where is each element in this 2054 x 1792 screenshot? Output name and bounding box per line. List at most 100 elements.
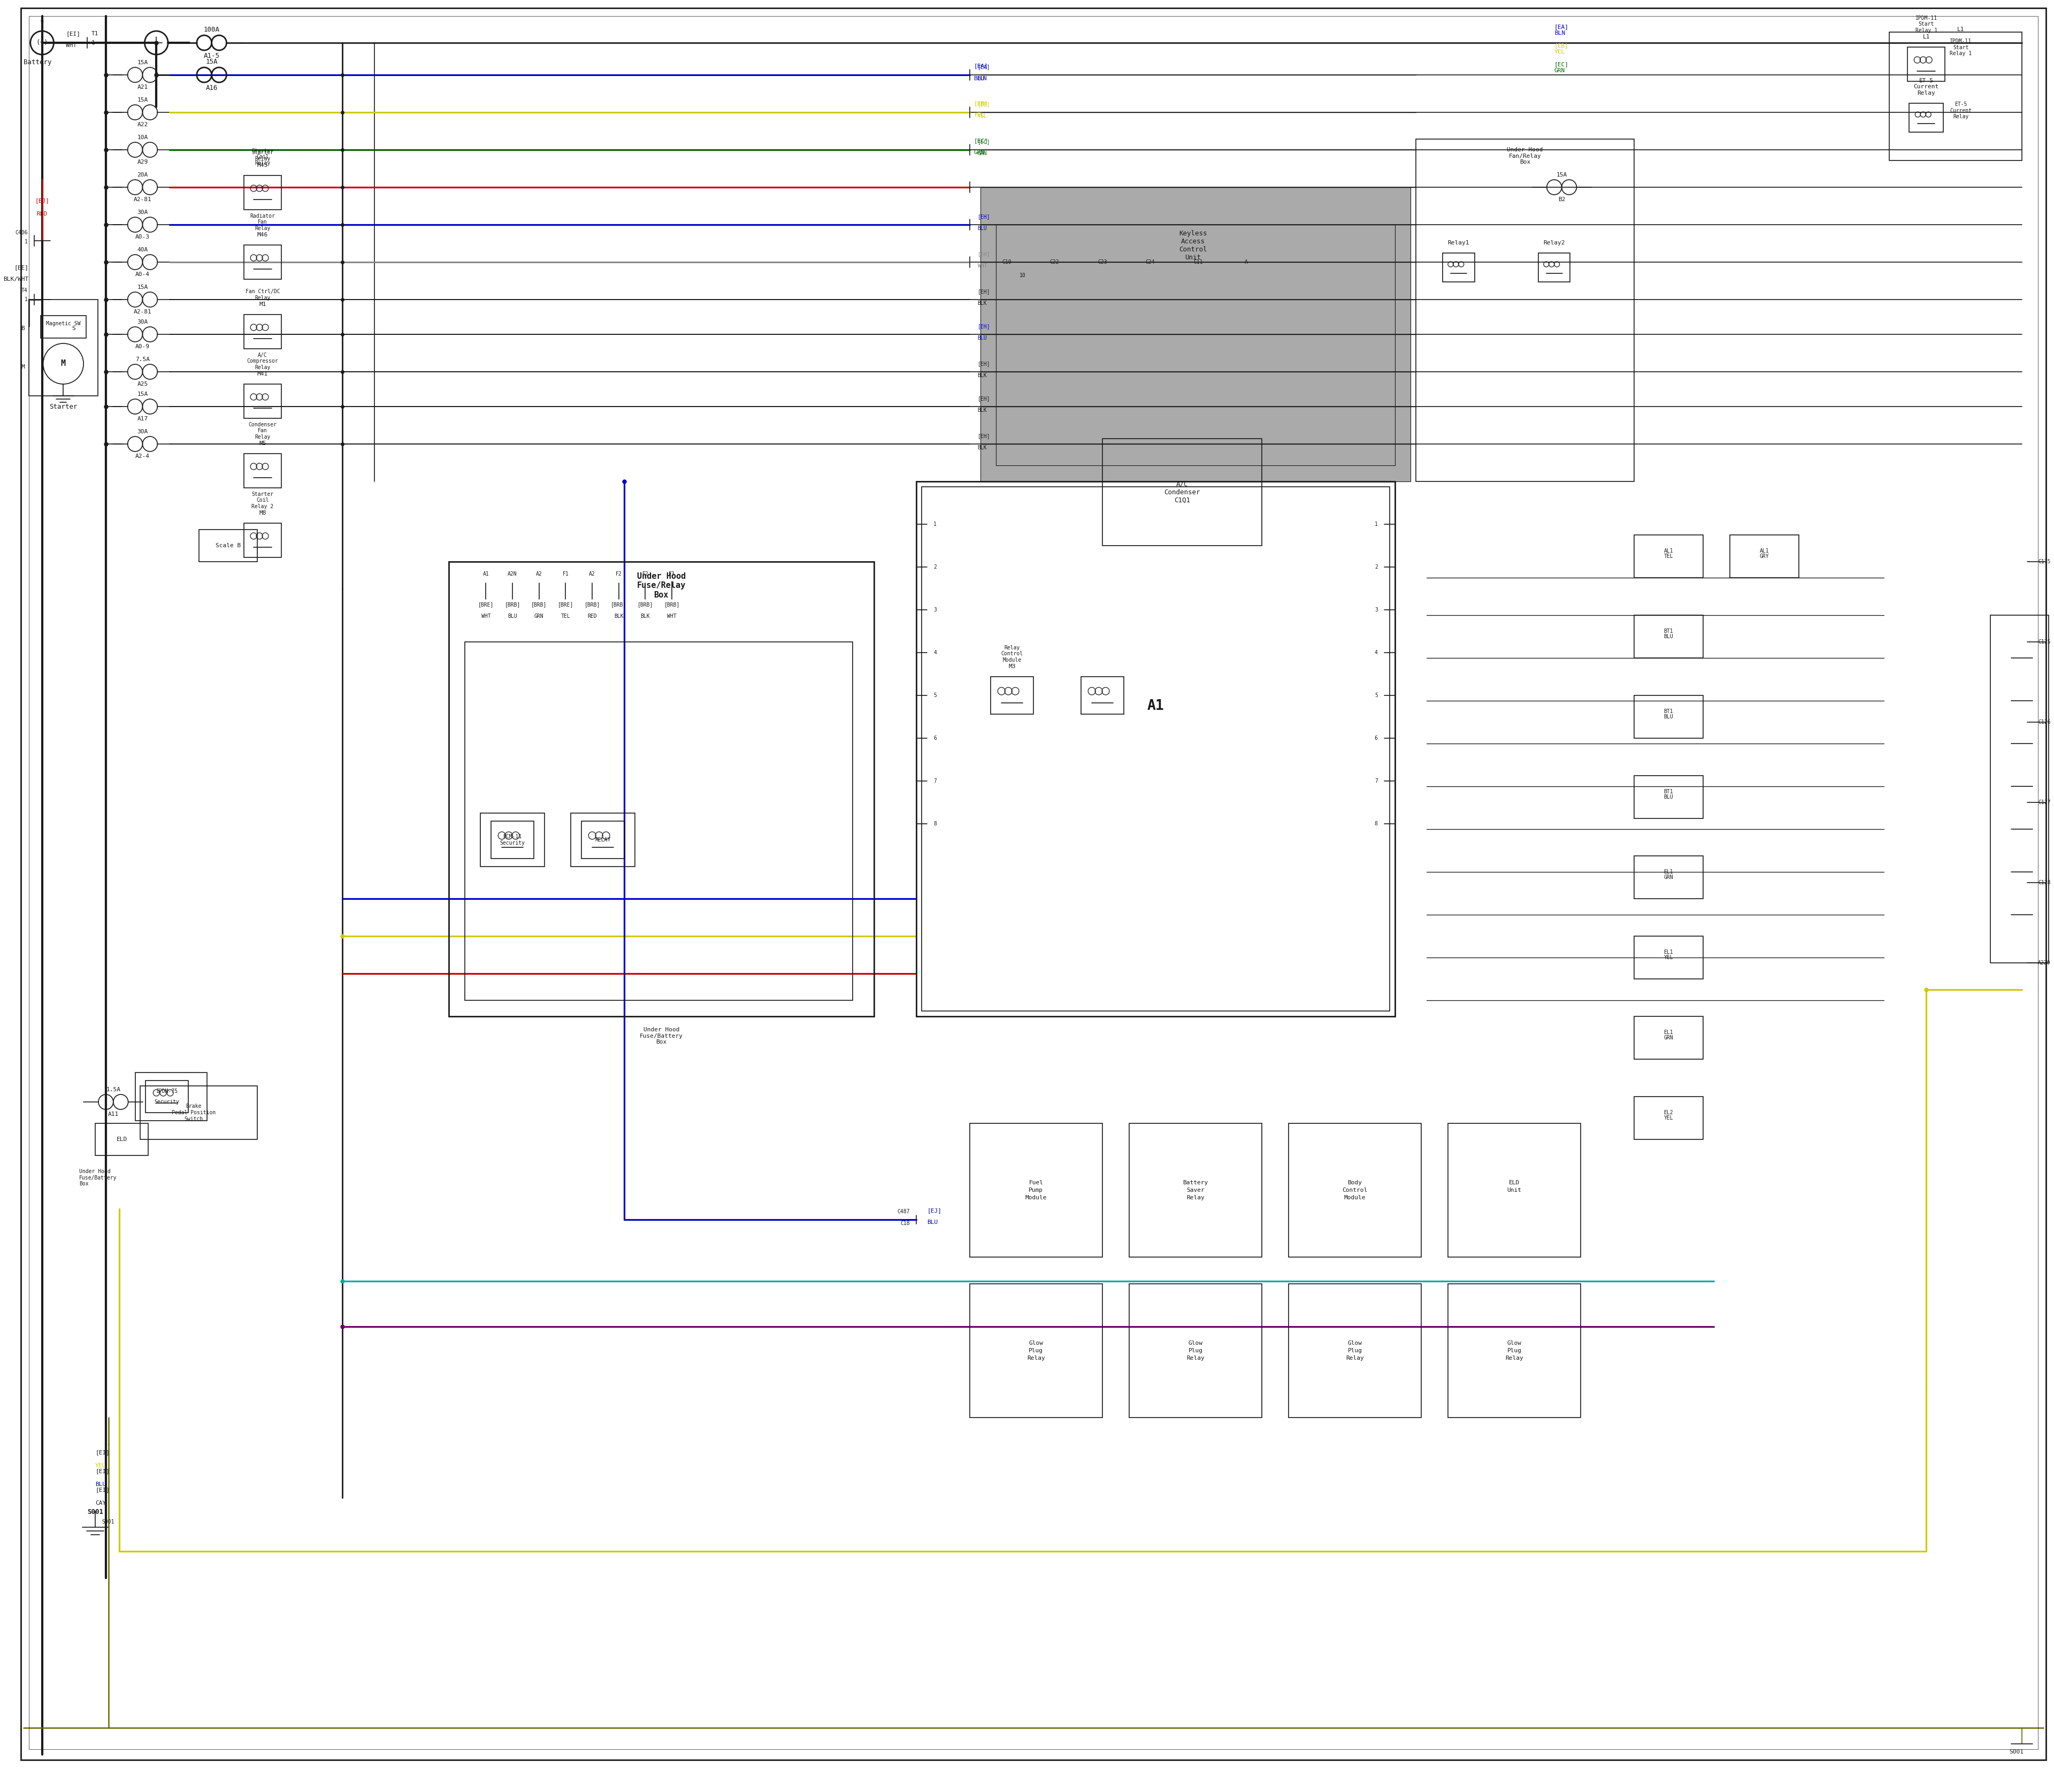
Text: [EA]: [EA] (978, 65, 990, 70)
Text: 2: 2 (933, 564, 937, 570)
Text: T1: T1 (92, 30, 99, 36)
Text: BLU: BLU (926, 1220, 939, 1226)
Text: Fan Ctrl/DC
Relay: Fan Ctrl/DC Relay (244, 289, 279, 301)
Text: GRN: GRN (978, 151, 988, 156)
Text: GRN: GRN (1664, 1036, 1674, 1041)
Text: 100A: 100A (203, 27, 220, 34)
Text: M45: M45 (257, 163, 269, 168)
Text: C406: C406 (14, 229, 27, 235)
Text: Control: Control (1341, 1188, 1368, 1193)
Text: 1: 1 (92, 39, 94, 45)
Text: A/C
Condenser
C1Q1: A/C Condenser C1Q1 (1165, 480, 1200, 504)
Bar (1288, 1124, 1421, 1256)
Text: Pump: Pump (1029, 1188, 1043, 1193)
Text: A16: A16 (205, 84, 218, 91)
Text: Condenser
Fan
Relay: Condenser Fan Relay (249, 421, 277, 439)
Bar (1448, 1283, 1582, 1417)
Text: BLU: BLU (978, 226, 988, 231)
Text: S001: S001 (101, 1520, 115, 1525)
Text: BLU: BLU (1664, 634, 1674, 640)
Text: Starter: Starter (49, 403, 78, 410)
Text: WHT: WHT (66, 43, 76, 48)
Text: EL1: EL1 (1664, 950, 1674, 955)
Text: IPDM-11
Start
Relay 1: IPDM-11 Start Relay 1 (1914, 16, 1937, 34)
Text: BLK: BLK (641, 613, 649, 618)
Text: M5: M5 (259, 441, 267, 446)
Bar (244, 315, 281, 349)
Text: L1: L1 (1957, 27, 1964, 32)
Bar (1635, 1097, 1703, 1140)
Bar (1729, 536, 1799, 577)
Text: 7: 7 (933, 778, 937, 783)
Text: [BRB]: [BRB] (637, 602, 653, 607)
Text: Relay
Control
Module: Relay Control Module (1000, 645, 1023, 663)
Text: EL1: EL1 (1664, 1030, 1674, 1036)
Bar (1910, 104, 1943, 133)
Text: TEL: TEL (1664, 554, 1674, 559)
Text: BLK/WHT: BLK/WHT (4, 276, 29, 281)
Text: 5: 5 (1374, 694, 1378, 699)
Text: [EH]: [EH] (978, 396, 990, 401)
Text: F3: F3 (670, 572, 676, 577)
Text: Plug: Plug (1029, 1348, 1043, 1353)
Bar (244, 246, 281, 280)
Bar (1990, 615, 2048, 962)
Bar (1448, 1124, 1582, 1256)
Text: Starter
Coil
Relay 2: Starter Coil Relay 2 (253, 491, 273, 509)
Text: IPDM-75: IPDM-75 (156, 1088, 179, 1093)
Text: 15A: 15A (138, 392, 148, 396)
Bar (244, 176, 281, 210)
Text: Magnetic SW: Magnetic SW (45, 321, 80, 326)
Bar (1442, 253, 1475, 281)
Bar (1908, 47, 1945, 81)
Text: (+): (+) (37, 39, 47, 47)
Text: 40A: 40A (138, 247, 148, 253)
Bar (244, 523, 281, 557)
Text: Relay: Relay (1027, 1355, 1045, 1360)
Text: Radiator
Fan
Relay: Radiator Fan Relay (251, 213, 275, 231)
Text: Fuel: Fuel (1029, 1181, 1043, 1185)
Text: F1: F1 (563, 572, 569, 577)
Text: Relay2: Relay2 (1543, 240, 1565, 246)
Text: [BRE]: [BRE] (479, 602, 493, 607)
Text: 1: 1 (933, 521, 937, 527)
Text: A2-4: A2-4 (136, 453, 150, 459)
Text: EL1: EL1 (1664, 869, 1674, 874)
Text: BLK: BLK (614, 613, 624, 618)
Text: [EB]: [EB] (974, 100, 988, 106)
Text: YEL: YEL (974, 113, 984, 118)
Bar (980, 186, 1411, 482)
Text: AL1: AL1 (1760, 548, 1768, 554)
Text: RED: RED (587, 613, 598, 618)
Text: BLU: BLU (978, 335, 988, 340)
Bar (1288, 1283, 1421, 1417)
Text: [EH]: [EH] (978, 251, 990, 256)
Text: BLK: BLK (978, 407, 988, 412)
Text: M46: M46 (257, 233, 269, 238)
Text: A220: A220 (2038, 961, 2050, 966)
Bar (140, 1086, 257, 1140)
Text: C22: C22 (1050, 260, 1060, 265)
Text: GRN: GRN (974, 151, 984, 156)
Bar (1130, 1124, 1261, 1256)
Text: [EJ]: [EJ] (35, 197, 49, 202)
Text: A29: A29 (138, 159, 148, 165)
Text: BT1: BT1 (1664, 788, 1674, 794)
Text: [EI]: [EI] (94, 1450, 109, 1455)
Text: AL1: AL1 (1664, 548, 1674, 554)
Text: IPDM-11
Start
Relay 1: IPDM-11 Start Relay 1 (1949, 38, 1972, 56)
Text: [EC]: [EC] (974, 138, 988, 143)
Text: 15A: 15A (138, 285, 148, 290)
Text: 4: 4 (1374, 650, 1378, 656)
Text: B: B (21, 326, 25, 332)
Bar (1130, 1283, 1261, 1417)
Text: G: G (41, 18, 43, 23)
Text: [EJ]: [EJ] (926, 1208, 941, 1213)
Text: C10: C10 (1002, 260, 1011, 265)
Text: C24: C24 (1146, 260, 1154, 265)
Text: [BRB]: [BRB] (583, 602, 600, 607)
Text: A17: A17 (138, 416, 148, 421)
Text: 4: 4 (933, 650, 937, 656)
Text: Security: Security (154, 1098, 179, 1104)
Text: F2: F2 (616, 572, 622, 577)
